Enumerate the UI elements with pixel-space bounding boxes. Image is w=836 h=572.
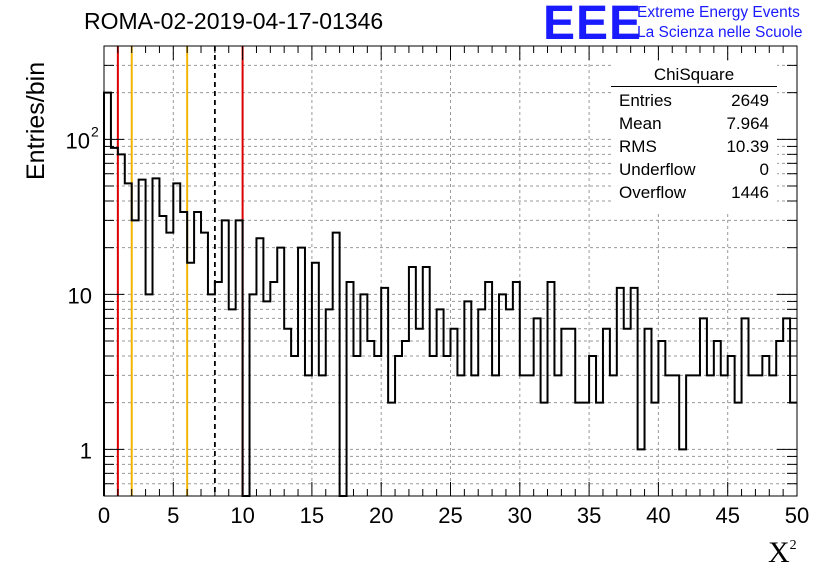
x-tick-label: 40 [646, 503, 670, 528]
x-tick-label: 30 [508, 503, 532, 528]
stat-row-overflow: Overflow 1446 [611, 181, 777, 204]
stats-box: ChiSquare Entries 2649 Mean 7.964 RMS 10.39… [611, 64, 777, 212]
x-tick-label: 5 [167, 503, 179, 528]
y-tick-label: 1 [80, 438, 92, 463]
x-axis-label: X2 [768, 536, 797, 570]
stat-label: Overflow [619, 183, 687, 202]
stat-value: 0 [759, 160, 769, 179]
x-tick-label: 35 [577, 503, 601, 528]
stats-title: ChiSquare [611, 64, 777, 87]
stat-value: 2649 [731, 91, 769, 110]
axis-ticks [103, 45, 798, 497]
stat-row-entries: Entries 2649 [611, 89, 777, 112]
stat-label: Mean [619, 114, 662, 133]
marker-lines [116, 46, 244, 496]
x-tick-label: 25 [438, 503, 462, 528]
x-tick-label: 0 [98, 503, 110, 528]
stat-value: 10.39 [726, 137, 769, 156]
x-tick-label: 10 [230, 503, 254, 528]
y-tick-label-exponent: 2 [91, 123, 99, 139]
stat-value: 7.964 [726, 114, 769, 133]
stat-label: RMS [619, 137, 657, 156]
x-axis-label-base: X [768, 536, 790, 569]
eee-logo: EEE [543, 0, 643, 50]
y-tick-label: 10 [68, 283, 92, 308]
x-tick-label: 50 [785, 503, 809, 528]
chart-title: ROMA-02-2019-04-17-01346 [84, 8, 384, 34]
y-tick-label: 10 [66, 128, 90, 153]
logo-line-2: La Scienza nelle Scuole [637, 24, 803, 41]
stat-label: Entries [619, 91, 672, 110]
stat-row-mean: Mean 7.964 [611, 112, 777, 135]
x-tick-label: 15 [300, 503, 324, 528]
stat-value: 1446 [731, 183, 769, 202]
stat-row-rms: RMS 10.39 [611, 135, 777, 158]
x-tick-label: 20 [369, 503, 393, 528]
x-tick-label: 45 [715, 503, 739, 528]
x-axis-label-exp: 2 [789, 538, 797, 553]
histogram-path [103, 91, 797, 497]
stat-row-underflow: Underflow 0 [611, 158, 777, 181]
stat-label: Underflow [619, 160, 696, 179]
logo-line-1: Extreme Energy Events [637, 4, 800, 21]
